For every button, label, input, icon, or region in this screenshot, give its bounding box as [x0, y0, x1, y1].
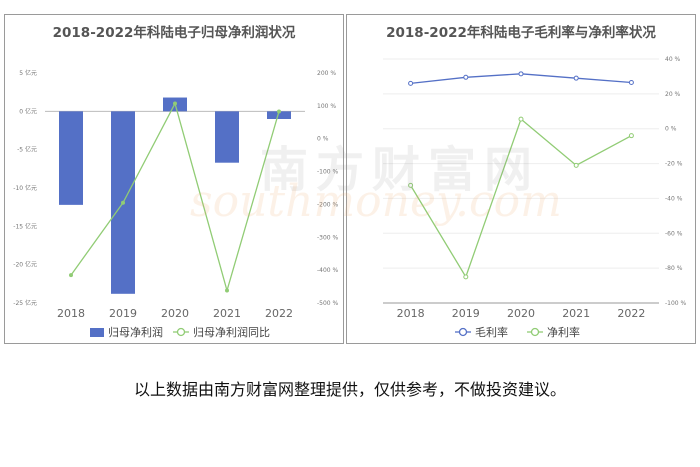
right-y-tick-label: 40 % [665, 56, 681, 63]
x-tick-label: 2020 [507, 307, 535, 320]
legend-bar-swatch [90, 328, 104, 337]
legend-gross-margin-marker [458, 327, 468, 337]
gross-margin-point-2019 [463, 74, 469, 80]
yoy-point-2019 [121, 200, 125, 205]
x-tick-label: 2022 [265, 307, 293, 320]
left-y-tick-label: -10 亿元 [13, 184, 37, 192]
left-y-tick-label: 5 亿元 [19, 69, 37, 77]
yoy-point-2022 [277, 109, 281, 114]
x-tick-label: 2020 [161, 307, 189, 320]
left-y-tick-label: -5 亿元 [17, 146, 37, 154]
legend-line-label: 归母净利润同比 [193, 325, 270, 339]
yoy-point-2020 [173, 101, 177, 106]
right-y-tick-label: 0 % [665, 126, 677, 133]
x-tick-label: 2019 [109, 307, 137, 320]
right-y-tick-label: -80 % [665, 265, 683, 272]
yoy-point-2021 [225, 288, 229, 293]
legend-line-marker [176, 327, 186, 337]
yoy-point-2018 [69, 273, 73, 278]
legend-gross-margin-label: 毛利率 [475, 325, 508, 339]
net-margin-point-2020 [518, 116, 524, 122]
x-tick-label: 2018 [397, 307, 425, 320]
net-margin-point-2021 [573, 162, 579, 168]
legend-net-margin-label: 净利率 [547, 325, 580, 339]
margin-chart-panel: 2018-2022年科陆电子毛利率与净利率状况 40 % 20 % 0 % -20 % -… [346, 14, 696, 344]
margin-chart: 2018-2022年科陆电子毛利率与净利率状况 40 % 20 % 0 % -20 % -… [383, 24, 687, 339]
bar-2018 [59, 111, 83, 205]
gross-margin-point-2020 [518, 71, 524, 77]
right-y-tick-label: -100 % [665, 300, 687, 307]
x-tick-label: 2021 [562, 307, 590, 320]
footer-disclaimer: 以上数据由南方财富网整理提供，仅供参考，不做投资建议。 [133, 380, 566, 399]
right-y-tick-label: -300 % [317, 234, 339, 241]
legend-net-margin-marker [530, 327, 540, 337]
right-y-tick-label: -20 % [665, 161, 683, 168]
net-margin-point-2018 [408, 182, 414, 188]
x-tick-label: 2019 [452, 307, 480, 320]
chart-title: 2018-2022年科陆电子毛利率与净利率状况 [386, 24, 656, 41]
right-y-tick-label: 0 % [317, 136, 329, 143]
bar-2022 [267, 111, 291, 119]
right-y-tick-label: 200 % [317, 70, 336, 77]
net-profit-chart-panel: 2018-2022年科陆电子归母净利润状况 5 亿元 0 亿元 -5 亿元 -10 亿元… [4, 14, 344, 344]
right-y-tick-label: -400 % [317, 267, 339, 274]
gross-margin-point-2018 [408, 80, 414, 86]
gross-margin-point-2021 [573, 75, 579, 81]
left-y-tick-label: -15 亿元 [13, 222, 37, 230]
right-y-tick-label: -60 % [665, 230, 683, 237]
net-profit-chart: 2018-2022年科陆电子归母净利润状况 5 亿元 0 亿元 -5 亿元 -10 亿元… [13, 24, 339, 339]
right-y-tick-label: 20 % [665, 91, 681, 98]
right-y-tick-label: -500 % [317, 300, 339, 307]
right-y-tick-label: -100 % [317, 169, 339, 176]
gross-margin-point-2022 [628, 80, 634, 86]
left-y-tick-label: -25 亿元 [13, 299, 37, 307]
net-margin-point-2019 [463, 274, 469, 280]
right-y-tick-label: -200 % [317, 201, 339, 208]
x-tick-label: 2022 [617, 307, 645, 320]
yoy-line [70, 101, 280, 293]
right-y-tick-label: -40 % [665, 195, 683, 202]
net-margin-point-2022 [628, 133, 634, 139]
x-tick-label: 2021 [213, 307, 241, 320]
legend-bar-label: 归母净利润 [108, 325, 163, 339]
left-y-tick-label: -20 亿元 [13, 261, 37, 269]
right-y-tick-label: 100 % [317, 103, 336, 110]
chart-title: 2018-2022年科陆电子归母净利润状况 [53, 24, 296, 41]
left-y-tick-label: 0 亿元 [19, 107, 37, 115]
x-tick-label: 2018 [57, 307, 85, 320]
bar-2021 [215, 111, 239, 163]
